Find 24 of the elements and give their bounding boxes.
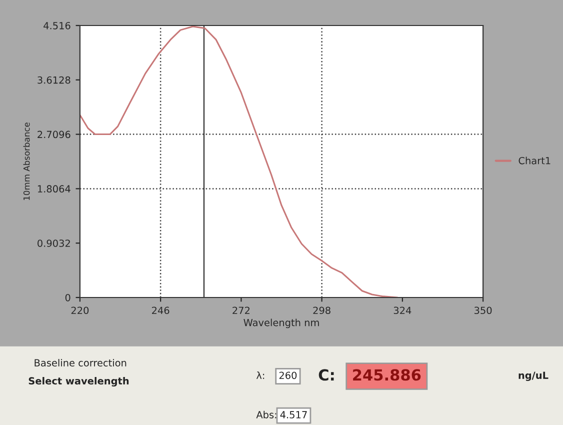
text: Abs: [256, 410, 276, 418]
x-tick-label: 220 [71, 306, 89, 314]
text: λ: [256, 372, 264, 379]
y-tick-label: 0.9032 [38, 240, 70, 247]
text: 260 [279, 372, 297, 380]
y-tick-label: 0 [65, 294, 70, 302]
x-tick-label: 272 [232, 306, 250, 314]
x-tick-label: 350 [474, 306, 492, 314]
y-tick-label: 2.7096 [38, 130, 70, 138]
text: C: [318, 369, 334, 381]
legend-label: Chart1 [518, 156, 550, 164]
y-axis-title: 10mm Absorbance [23, 122, 30, 200]
text: 4.517 [280, 411, 307, 418]
text: ng/uL [518, 372, 548, 381]
x-tick-label: 246 [152, 306, 170, 314]
text: 245.886 [353, 369, 421, 381]
text: Baseline correction [34, 358, 126, 366]
x-tick-label: 298 [313, 306, 330, 314]
x-tick-label: 324 [394, 306, 412, 314]
y-tick-label: 3.6128 [38, 76, 70, 84]
text: Select wavelength [28, 377, 129, 386]
x-axis-title: Wavelength nm [244, 318, 319, 328]
y-tick-label: 4.516 [44, 22, 70, 30]
y-tick-label: 1.8064 [38, 185, 70, 193]
